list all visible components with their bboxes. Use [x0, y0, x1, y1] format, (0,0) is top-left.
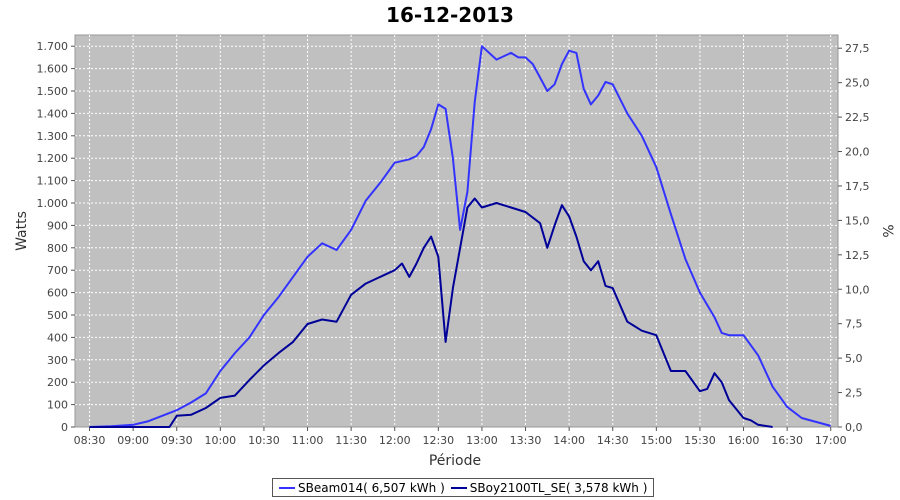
y-tick-label: 1.300	[37, 130, 69, 143]
y2-tick-label: 2,5	[845, 387, 863, 400]
x-tick-label: 14:00	[553, 434, 585, 447]
y2-tick-label: 17,5	[845, 180, 870, 193]
axes: 0 100 200 300 400 500 600 700 800 900 1.000 1.100 1.…	[37, 40, 870, 447]
x-tick-label: 11:30	[335, 434, 367, 447]
x-tick-label: 11:00	[292, 434, 324, 447]
y-tick-label: 300	[47, 354, 68, 367]
legend-swatch-sboy	[450, 486, 467, 489]
x-tick-label: 09:00	[117, 434, 149, 447]
y2-tick-label: 20,0	[845, 146, 870, 159]
x-tick-label: 13:00	[466, 434, 498, 447]
series-line-0	[89, 45, 831, 428]
y-tick-label: 800	[47, 242, 68, 255]
y2-tick-label: 15,0	[845, 214, 870, 227]
y-tick-label: 600	[47, 287, 68, 300]
y-tick-label: 1.400	[37, 107, 69, 120]
y-tick-label: 1.100	[37, 175, 69, 188]
y-axis-label: Watts	[14, 211, 30, 251]
chart-title: 16-12-2013	[386, 3, 514, 27]
x-tick-label: 10:30	[248, 434, 280, 447]
x-tick-label: 15:00	[640, 434, 672, 447]
legend-item: SBoy2100TL_SE( 3,578 kWh )	[450, 480, 648, 495]
y-tick-label: 1.600	[37, 63, 69, 76]
legend-label-sbeam: SBeam014( 6,507 kWh )	[298, 480, 445, 495]
legend-label-sboy: SBoy2100TL_SE( 3,578 kWh )	[469, 480, 648, 495]
x-tick-label: 13:30	[510, 434, 542, 447]
x-tick-label: 10:00	[204, 434, 236, 447]
x-tick-label: 09:30	[161, 434, 193, 447]
y-tick-label: 500	[47, 309, 68, 322]
y-tick-label: 900	[47, 219, 68, 232]
x-tick-label: 15:30	[684, 434, 716, 447]
y2-tick-label: 25,0	[845, 77, 870, 90]
x-tick-label: 12:30	[422, 434, 454, 447]
series-line-1	[89, 197, 773, 428]
x-tick-label: 08:30	[74, 434, 106, 447]
y-tick-label: 1.700	[37, 40, 69, 53]
y2-tick-label: 7,5	[845, 318, 863, 331]
x-tick-label: 14:30	[597, 434, 629, 447]
y2-tick-label: 5,0	[845, 352, 863, 365]
y-tick-label: 200	[47, 376, 68, 389]
legend-item: SBeam014( 6,507 kWh )	[279, 481, 445, 495]
y-tick-label: 0	[61, 421, 68, 434]
y-tick-label: 1.500	[37, 85, 69, 98]
y2-tick-label: 10,0	[845, 283, 870, 296]
x-tick-label: 16:30	[771, 434, 803, 447]
x-axis-label: Période	[429, 453, 481, 469]
x-tick-label: 12:00	[379, 434, 411, 447]
legend-swatch-sbeam	[279, 486, 295, 489]
y2-tick-label: 22,5	[845, 111, 870, 124]
y-tick-label: 1.000	[37, 197, 69, 210]
x-tick-label: 16:00	[728, 434, 760, 447]
y2-tick-label: 0,0	[845, 421, 863, 434]
y-tick-label: 700	[47, 264, 68, 277]
y2-tick-label: 12,5	[845, 249, 870, 262]
y-tick-label: 1.200	[37, 152, 69, 165]
legend: SBeam014( 6,507 kWh ) SBoy2100TL_SE( 3,5…	[272, 478, 655, 497]
x-tick-label: 17:00	[815, 434, 847, 447]
y2-axis-label: %	[879, 224, 895, 237]
y-tick-label: 100	[47, 399, 68, 412]
series-layer	[89, 45, 831, 428]
plot-area	[74, 34, 839, 428]
y-tick-label: 400	[47, 331, 68, 344]
y2-tick-label: 27,5	[845, 42, 870, 55]
